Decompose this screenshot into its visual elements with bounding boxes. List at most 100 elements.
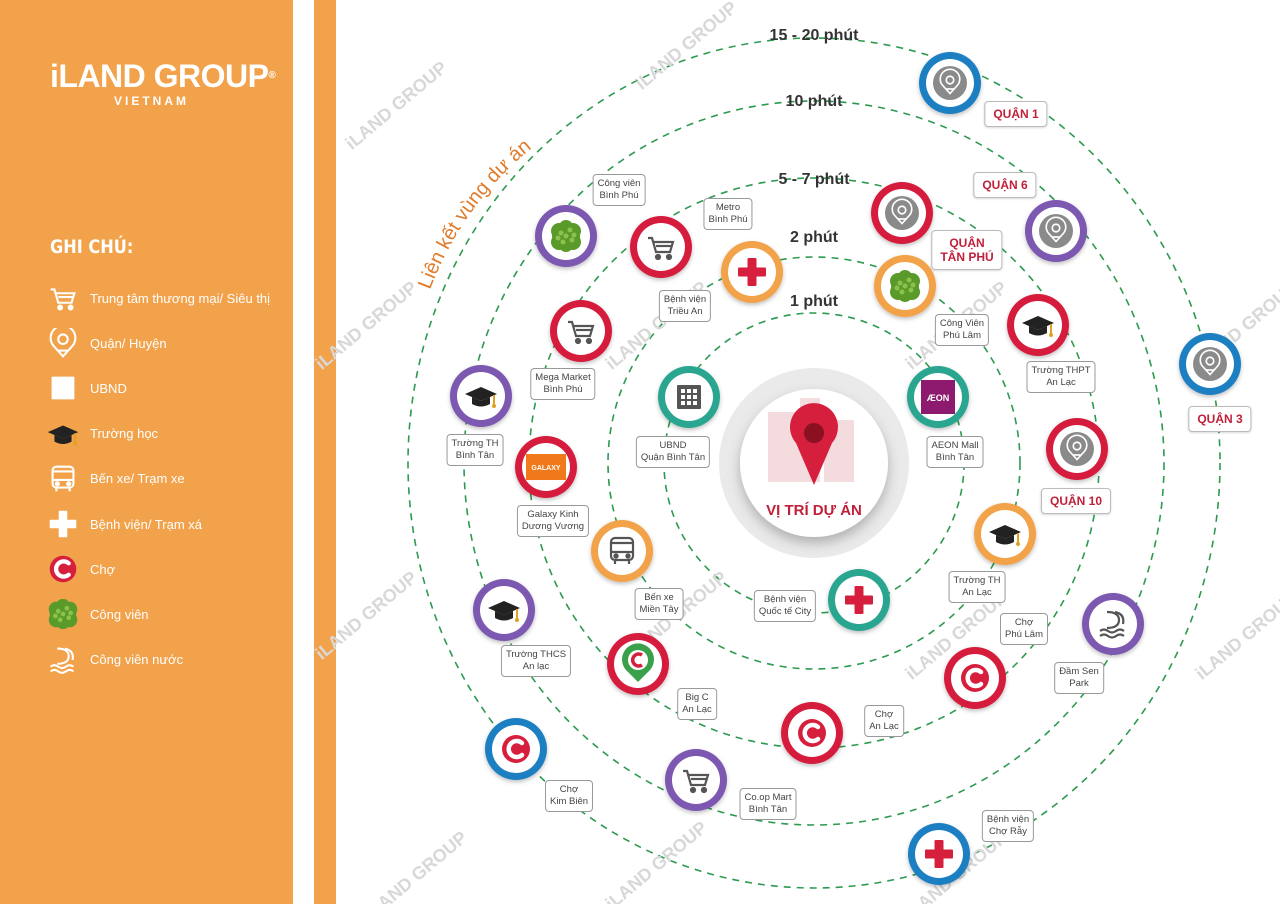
district-pin-icon [1199, 349, 1221, 376]
legend-item-label: Bệnh viện/ Trạm xá [90, 516, 202, 532]
medical-cross-icon [925, 840, 953, 868]
district-label: QUẬN 10 [1040, 488, 1112, 514]
market-c-icon [46, 554, 80, 584]
brand-logo: iLAND GROUP® VIETNAM [50, 60, 276, 108]
place-label-line: Đầm Sen [1059, 666, 1099, 677]
galaxy-logo-icon [526, 454, 566, 480]
tree-icon [890, 270, 920, 302]
place-label-line: Quận Bình Tân [640, 452, 706, 463]
district-marker [871, 182, 933, 244]
building-icon [46, 373, 80, 403]
place-label-line: Bệnh viện [663, 294, 707, 305]
place-marker [535, 205, 597, 267]
ring-label: 2 phút [790, 229, 838, 246]
market-c-icon [961, 664, 989, 692]
place-label-line: AEON Mall [931, 440, 979, 451]
legend-item-label: Trường học [90, 426, 159, 442]
district-marker [919, 52, 981, 114]
place-label-line: Dương Vương [521, 521, 585, 532]
district-label: QUẬN 6 [973, 172, 1037, 198]
legend-item-label: Bến xe/ Trạm xe [90, 471, 185, 487]
watermark-text: iLAND GROUP [311, 277, 420, 373]
place-label-line: Bệnh viện [986, 814, 1030, 825]
place-marker [828, 569, 890, 631]
place-label: Bệnh viện Chợ Rẫy [981, 810, 1035, 842]
place-label-line: An lạc [522, 661, 550, 672]
cart-icon [648, 236, 675, 261]
legend-title: GHI CHÚ: [50, 236, 134, 258]
water-park-icon [1099, 610, 1125, 639]
watermark-text: iLAND GROUP [631, 0, 740, 94]
place-label-line: Công viên [597, 178, 641, 189]
place-label-line: An Lạc [962, 587, 992, 598]
place-label-line: Phú Lâm [1004, 629, 1044, 640]
place-label: Trường TH An Lạc [948, 571, 1006, 603]
place-markers: ÆON GALAXY [450, 52, 1241, 885]
building-icon [677, 385, 701, 409]
place-label-line: Trường THCS [505, 649, 567, 660]
cart-icon [568, 320, 595, 345]
graduation-cap-icon [989, 525, 1021, 546]
market-c-icon [798, 719, 826, 747]
place-marker [721, 241, 783, 303]
district-pin-icon [891, 198, 913, 225]
place-label-line: An Lạc [682, 704, 712, 715]
place-marker: GALAXY [515, 436, 577, 498]
place-marker [473, 579, 535, 641]
market-c-icon [502, 735, 530, 763]
legend-item-label: Quận/ Huyện [90, 335, 167, 351]
place-label: Bệnh viện Quốc tế City [753, 590, 817, 622]
place-label-line: Kim Biên [549, 796, 589, 807]
medical-cross-icon [738, 258, 766, 286]
place-marker [874, 255, 936, 317]
legend-item: Quận/ Huyện [46, 327, 167, 359]
place-label-line: Bình Tân [455, 450, 495, 461]
place-marker [550, 300, 612, 362]
place-label-line: Co.op Mart [744, 792, 792, 803]
place-label: Mega Market Bình Phú [530, 368, 596, 400]
place-marker [908, 823, 970, 885]
place-label: Trường TH Bình Tân [446, 434, 504, 466]
sidebar [0, 0, 293, 904]
place-label-line: Phú Lâm [942, 330, 982, 341]
bus-icon [46, 464, 80, 494]
tree-icon [551, 220, 581, 252]
place-marker [665, 749, 727, 811]
ring-label: 15 - 20 phút [769, 27, 859, 44]
cart-icon [683, 769, 710, 794]
place-label: Bến xe Miền Tây [634, 588, 684, 620]
place-label: Bệnh viện Triều An [658, 290, 712, 322]
ring-label: 5 - 7 phút [778, 171, 850, 188]
ring-5 [407, 37, 1221, 889]
place-label-line: Park [1069, 678, 1089, 689]
place-label: AEON Mall Bình Tân [926, 436, 984, 468]
place-label-line: An Lạc [1046, 377, 1076, 388]
graduation-cap-icon [465, 387, 497, 408]
watermark-text: iLAND GROUP [361, 827, 470, 904]
medical-cross-icon [46, 509, 80, 539]
ring-label: 1 phút [790, 293, 838, 310]
ring-label: 10 phút [785, 93, 843, 110]
registered-mark: ® [268, 70, 276, 81]
place-label-line: Bệnh viện [763, 594, 807, 605]
place-label: Metro Bình Phú [703, 198, 753, 230]
legend-item: Công viên nước [46, 644, 183, 676]
district-label: QUẬN 3 [1188, 406, 1252, 432]
place-label: Trường THCS An lạc [500, 645, 572, 677]
place-marker [944, 647, 1006, 709]
place-label: Công viên Bình Phú [592, 174, 646, 206]
legend-item: UBND [46, 372, 127, 404]
legend-item-label: Chợ [90, 561, 116, 577]
place-label: Chợ Kim Biên [544, 780, 594, 812]
place-label-line: Bến xe [644, 592, 674, 603]
water-park-icon [46, 645, 80, 675]
district-label-line: TÂN PHÚ [940, 250, 994, 264]
place-label-line: Miền Tây [639, 604, 679, 615]
place-label: Trường THPT An Lạc [1026, 361, 1096, 393]
place-label: Co.op Mart Bình Tân [739, 788, 797, 820]
place-label-line: Big C [685, 692, 709, 703]
place-label-line: Quốc tế City [758, 606, 812, 617]
place-label: Big C An Lạc [677, 688, 717, 720]
legend-item: Chợ [46, 553, 115, 585]
district-label: QUẬN TÂN PHÚ [931, 230, 1003, 270]
